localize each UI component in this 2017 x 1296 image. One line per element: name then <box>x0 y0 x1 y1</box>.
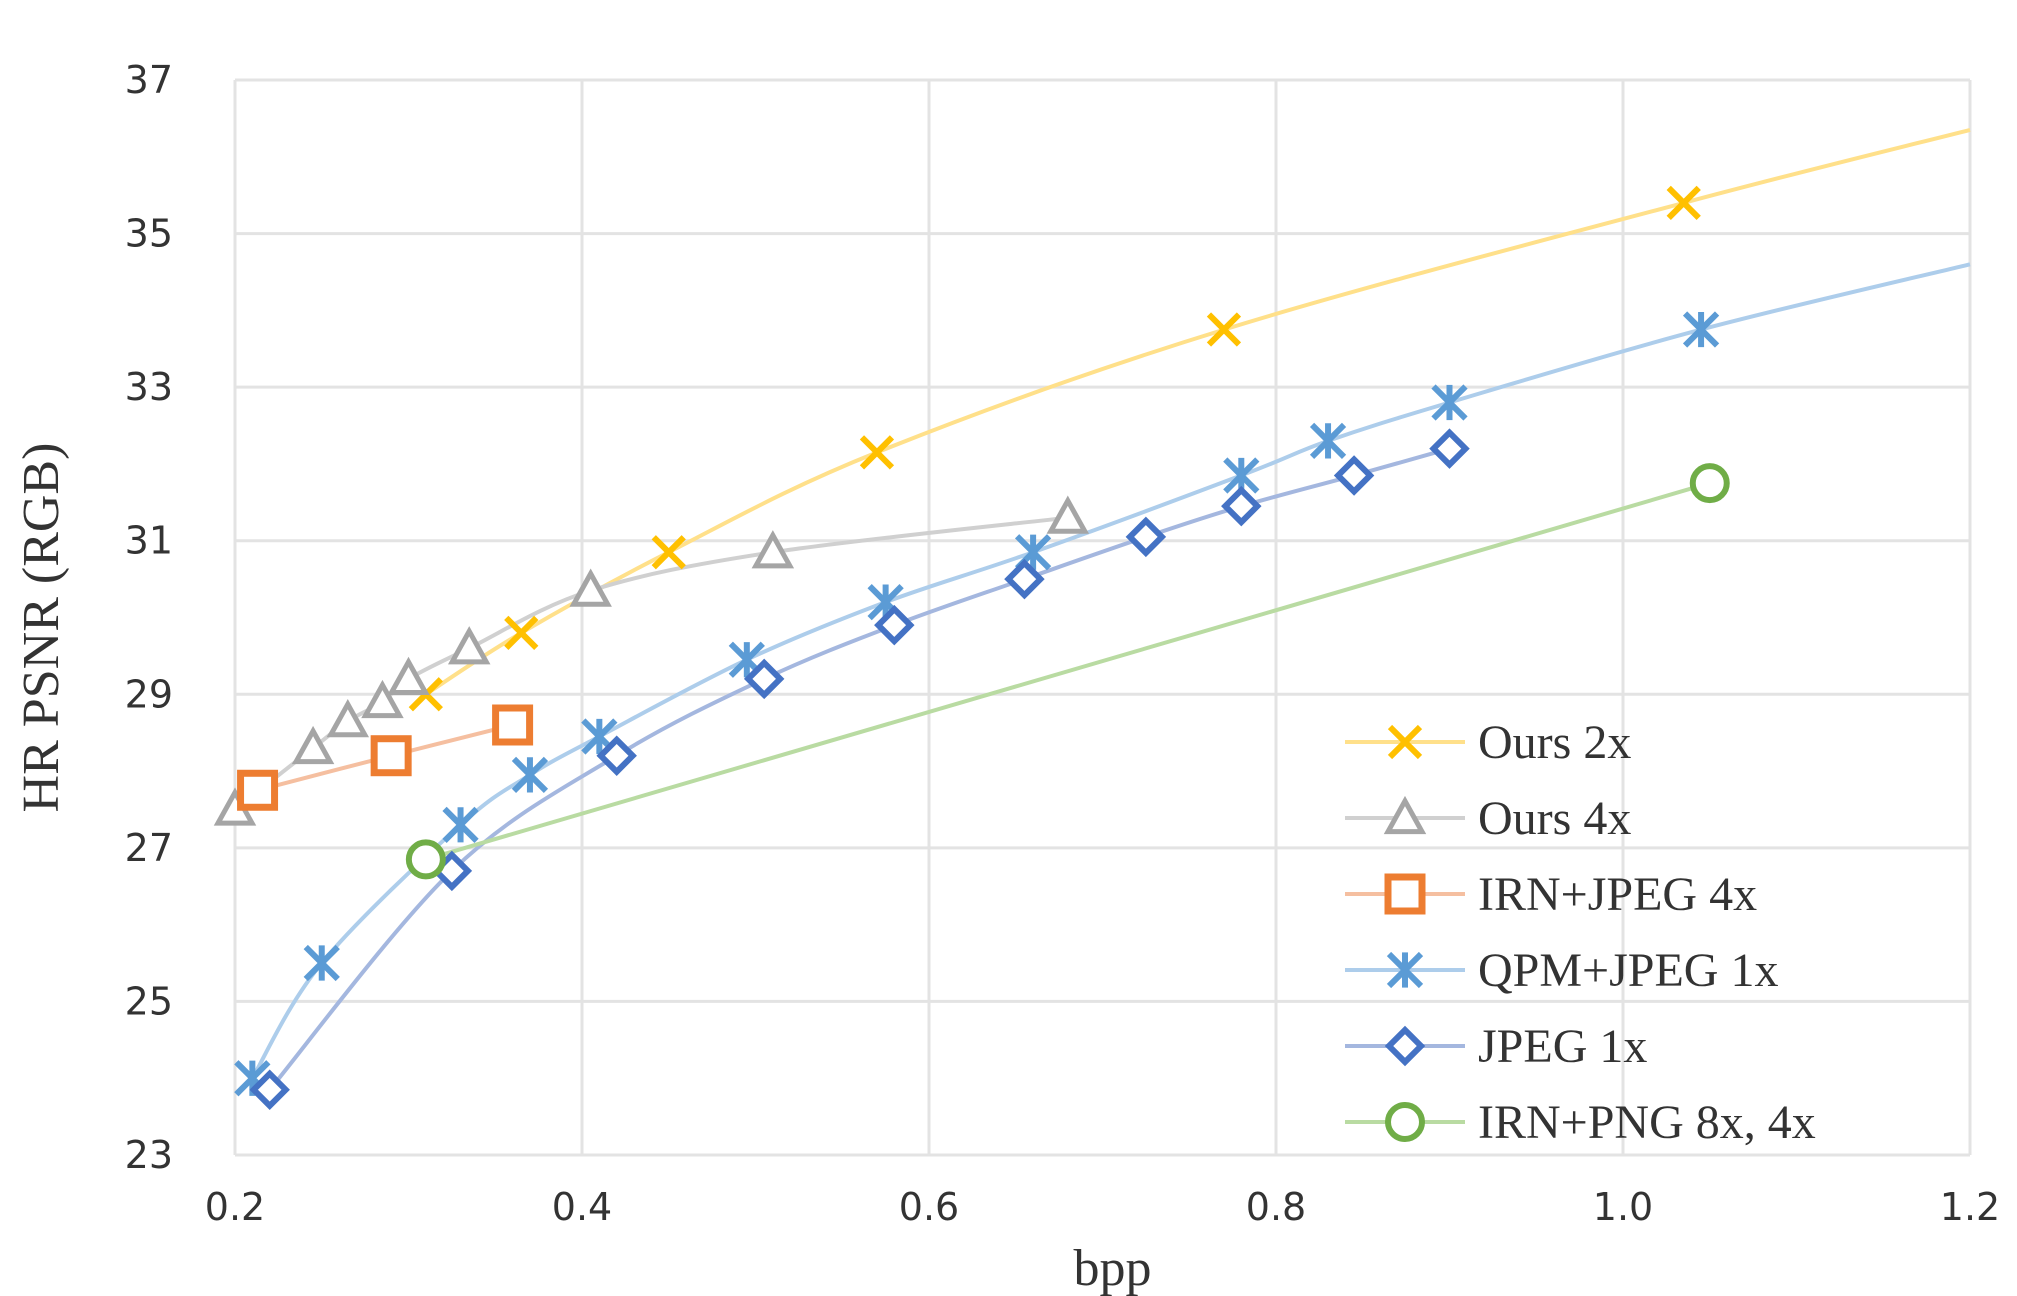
data-point-marker <box>743 658 785 700</box>
data-point-marker <box>237 769 279 811</box>
data-point-marker <box>326 699 370 738</box>
y-tick-label: 35 <box>125 212 173 256</box>
legend: Ours 2x Ours 4x IRN+JPEG 4x QPM+JPEG 1x JPEG… <box>1345 716 1816 1149</box>
y-axis-title: HR PSNR (RGB) <box>13 443 70 813</box>
legend-label: IRN+PNG 8x, 4x <box>1478 1096 1816 1149</box>
legend-item: Ours 2x <box>1345 716 1631 769</box>
data-point-marker <box>370 735 412 777</box>
legend-item: QPM+JPEG 1x <box>1345 944 1778 997</box>
data-point-marker <box>303 944 340 982</box>
legend-item: IRN+PNG 8x, 4x <box>1345 1096 1816 1149</box>
legend-marker <box>1386 951 1424 989</box>
legend-item: JPEG 1x <box>1345 1020 1647 1073</box>
legend-label: JPEG 1x <box>1478 1020 1647 1073</box>
legend-label: IRN+JPEG 4x <box>1478 868 1757 921</box>
x-tick-label: 0.6 <box>899 1185 959 1229</box>
data-point-marker <box>1682 311 1720 348</box>
data-point-marker <box>1689 463 1730 504</box>
data-point-marker <box>249 1069 290 1110</box>
data-point-marker <box>1206 312 1242 347</box>
x-tick-labels: 0.2 0.4 0.6 0.8 1.0 1.2 <box>205 1185 2000 1229</box>
legend-marker <box>1384 1025 1426 1067</box>
data-point-marker <box>387 656 430 696</box>
data-point-marker <box>1431 384 1468 421</box>
data-point-marker <box>492 704 534 746</box>
data-point-marker <box>1666 185 1701 220</box>
legend-label: Ours 2x <box>1478 716 1631 769</box>
data-point-marker <box>1309 422 1347 460</box>
data-point-marker <box>596 735 637 776</box>
legend-marker <box>1387 724 1423 760</box>
data-point-marker <box>651 535 686 570</box>
data-point-marker <box>1429 428 1470 469</box>
x-tick-label: 1.0 <box>1593 1185 1653 1229</box>
data-point-marker <box>751 530 795 569</box>
legend-label: Ours 4x <box>1478 792 1631 845</box>
data-point-marker <box>1004 558 1045 600</box>
y-tick-label: 31 <box>125 519 173 563</box>
data-point-marker <box>291 725 335 765</box>
legend-marker <box>1383 795 1427 835</box>
data-point-marker <box>874 604 915 646</box>
x-tick-label: 1.2 <box>1940 1185 2000 1229</box>
y-tick-label: 27 <box>125 826 173 870</box>
data-point-marker <box>1333 455 1375 496</box>
y-tick-label: 37 <box>125 58 173 102</box>
legend-item: Ours 4x <box>1345 792 1631 845</box>
y-tick-label: 25 <box>125 979 173 1023</box>
legend-marker <box>1384 873 1426 915</box>
data-point-marker <box>1046 495 1090 534</box>
grid <box>233 78 1972 1157</box>
legend-marker <box>1385 1102 1425 1142</box>
data-point-marker <box>569 568 612 607</box>
data-point-marker <box>447 626 491 665</box>
series-line-0 <box>424 127 1971 696</box>
y-tick-labels: 23 25 27 29 31 33 35 37 <box>125 58 173 1177</box>
y-tick-label: 33 <box>125 365 173 409</box>
x-tick-label: 0.8 <box>1246 1185 1306 1229</box>
y-tick-label: 23 <box>125 1133 173 1177</box>
x-tick-label: 0.4 <box>552 1185 612 1229</box>
y-tick-label: 29 <box>125 672 173 716</box>
data-point-marker <box>1125 516 1167 558</box>
data-point-marker <box>1221 485 1262 527</box>
data-point-marker <box>405 839 446 880</box>
data-point-marker <box>504 615 539 650</box>
data-point-marker <box>442 806 479 843</box>
data-point-marker <box>859 435 895 470</box>
legend-item: IRN+JPEG 4x <box>1345 868 1757 921</box>
data-point-marker <box>511 756 549 794</box>
series-markers <box>213 185 1730 1110</box>
x-tick-label: 0.2 <box>205 1185 265 1229</box>
series-line-4 <box>268 446 1451 1091</box>
series-line-5 <box>425 481 1711 862</box>
legend-label: QPM+JPEG 1x <box>1478 944 1778 997</box>
x-axis-title: bpp <box>1074 1240 1152 1296</box>
data-point-marker <box>361 679 404 719</box>
